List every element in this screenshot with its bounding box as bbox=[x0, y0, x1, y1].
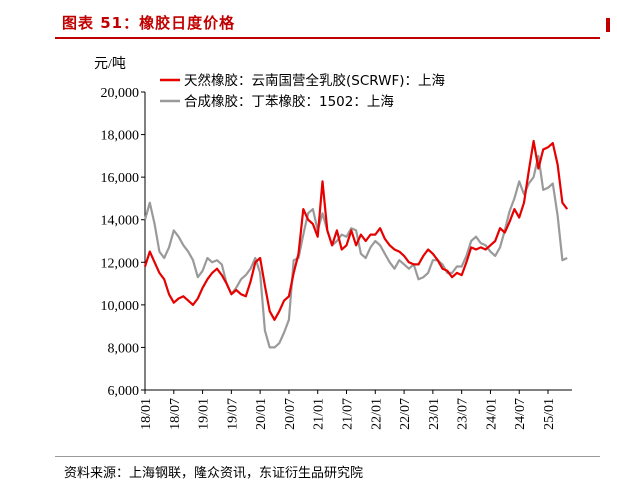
title-rule bbox=[55, 37, 600, 39]
y-tick-label: 10,000 bbox=[101, 299, 140, 314]
x-tick-label: 23/07 bbox=[456, 398, 471, 430]
legend-label: 天然橡胶：云南国营全乳胶(SCRWF)：上海 bbox=[184, 72, 445, 89]
legend-label: 合成橡胶：丁苯橡胶：1502：上海 bbox=[184, 93, 394, 110]
x-tick-label: 20/07 bbox=[283, 398, 298, 430]
y-axis-label: 元/吨 bbox=[94, 56, 126, 72]
x-tick-label: 23/01 bbox=[427, 398, 442, 430]
x-tick-label: 18/01 bbox=[139, 398, 154, 430]
x-tick-label: 22/01 bbox=[369, 398, 384, 430]
x-tick-label: 18/07 bbox=[168, 398, 183, 430]
y-tick-label: 14,000 bbox=[101, 214, 140, 229]
corner-mark bbox=[606, 18, 610, 32]
y-tick-label: 18,000 bbox=[101, 129, 140, 144]
axes: 6,000 8,000 10,000 12,000 14,000 16,000 18,000… bbox=[101, 86, 572, 430]
y-tick-label: 8,000 bbox=[108, 341, 140, 356]
x-tick-label: 19/01 bbox=[197, 398, 212, 430]
source-note: 资料来源：上海钢联，隆众资讯，东证衍生品研究院 bbox=[64, 466, 364, 481]
series-sbr-1502-line bbox=[143, 154, 568, 349]
y-tick-label: 6,000 bbox=[108, 384, 140, 399]
series-layer bbox=[143, 139, 569, 349]
x-tick-label: 19/07 bbox=[225, 398, 240, 430]
x-tick-label: 21/01 bbox=[312, 398, 327, 430]
y-tick-label: 16,000 bbox=[101, 171, 140, 186]
x-tick-label: 24/07 bbox=[513, 398, 528, 430]
figure-title: 图表 51：橡胶日度价格 bbox=[62, 14, 236, 32]
y-tick-label: 20,000 bbox=[101, 86, 140, 101]
footer-rule bbox=[55, 456, 600, 457]
y-tick-label: 12,000 bbox=[101, 256, 140, 271]
x-tick-label: 21/07 bbox=[341, 398, 356, 430]
x-tick-label: 22/07 bbox=[398, 398, 413, 430]
x-tick-label: 25/01 bbox=[542, 398, 557, 430]
x-tick-label: 24/01 bbox=[484, 398, 499, 430]
series-natural-rubber-line bbox=[143, 139, 569, 321]
x-tick-label: 20/01 bbox=[254, 398, 269, 430]
